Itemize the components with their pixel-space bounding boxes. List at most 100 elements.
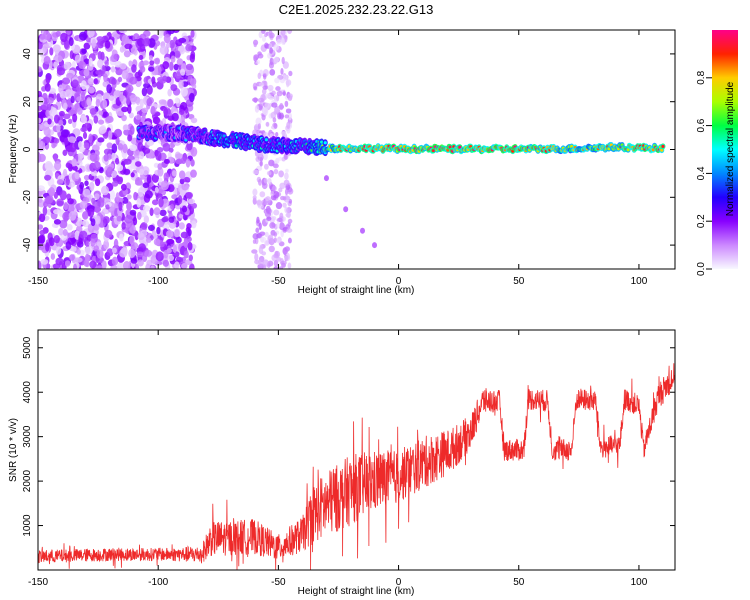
spectrogram-noise-blob xyxy=(153,238,161,246)
spectrogram-noise-blob xyxy=(59,190,67,201)
spectrogram-noise-blob xyxy=(38,111,46,118)
spectrogram-noise-blob xyxy=(98,110,104,116)
snr-xtick-label: 0 xyxy=(396,577,402,588)
spectrogram-noise-blob xyxy=(46,208,52,216)
spectrogram-noise-blob xyxy=(127,134,133,142)
spectrogram-noise-blob xyxy=(121,69,129,80)
spectrogram-noise-blob xyxy=(103,239,110,250)
spectrogram-noise-blob xyxy=(150,265,155,269)
spectrogram-noise-blob xyxy=(54,161,62,171)
spectrogram-noise-blob xyxy=(119,233,124,242)
spectrogram-noise-blob xyxy=(89,152,98,162)
spectrogram-noise-blob xyxy=(81,48,87,54)
spectrogram-noise-blob xyxy=(181,205,188,213)
spectrogram-noise-blob xyxy=(38,213,46,223)
spectrogram-noise-blob xyxy=(53,191,59,199)
spectrogram-noise-blob xyxy=(278,170,284,178)
spectrogram-noise-blob xyxy=(62,228,68,237)
spectrogram-noise-blob xyxy=(53,138,60,144)
spectrogram-noise-blob xyxy=(254,259,260,265)
spectrogram-noise-blob xyxy=(144,190,153,199)
spectrogram-noise-blob xyxy=(113,238,119,249)
spectrogram-noise-blob xyxy=(257,72,262,80)
spectrogram-noise-blob xyxy=(185,44,192,52)
spectrogram-noise-blob xyxy=(174,261,180,269)
spectrogram-noise-blob xyxy=(90,238,96,247)
spectrogram-noise-blob xyxy=(63,137,69,146)
spectrogram-noise-blob xyxy=(133,217,138,226)
spectrogram-noise-blob xyxy=(136,251,145,258)
spectrogram-noise-blob xyxy=(185,191,194,199)
spectrogram-noise-blob xyxy=(123,129,131,136)
spectrogram-signal-core xyxy=(661,144,665,148)
spectrogram-noise-blob xyxy=(130,159,138,170)
spectrogram-noise-blob xyxy=(178,222,185,230)
spectrogram-noise-blob xyxy=(87,86,95,94)
spectrogram-noise-blob xyxy=(72,113,78,123)
spectrogram-noise-blob xyxy=(127,104,132,114)
spectrogram-noise-blob xyxy=(152,116,161,125)
spectrogram-noise-blob xyxy=(144,249,153,257)
spectrogram-noise-blob xyxy=(281,56,285,65)
spectrogram-noise-blob xyxy=(156,226,161,235)
spectrogram-noise-blob xyxy=(169,61,174,71)
spectrogram-noise-blob xyxy=(63,201,69,211)
spectrogram-noise-blob xyxy=(267,84,274,91)
spectrogram-noise-blob xyxy=(85,37,92,43)
spectrogram-noise-blob xyxy=(276,217,283,223)
spectrogram-noise-blob xyxy=(96,249,104,259)
spectrogram-noise-blob xyxy=(128,60,133,67)
spectrogram-noise-blob xyxy=(103,73,108,82)
spectrogram-noise-blob xyxy=(96,265,103,269)
spectrogram-noise-blob xyxy=(263,80,268,87)
spectrogram-noise-blob xyxy=(79,181,85,190)
spectrogram-noise-blob xyxy=(42,136,51,144)
spectrogram-noise-blob xyxy=(74,54,81,64)
spectrogram-noise-blob xyxy=(58,228,64,236)
spectrogram-noise-blob xyxy=(71,158,77,167)
spectrogram-noise-blob xyxy=(89,181,95,192)
spectrogram-noise-blob xyxy=(39,229,46,236)
spectrogram-noise-blob xyxy=(150,105,156,115)
spectrogram-noise-blob xyxy=(103,153,109,162)
spectrogram-noise-blob xyxy=(188,254,194,262)
spectrogram-noise-blob xyxy=(47,103,52,111)
spectrogram-noise-blob xyxy=(282,247,289,255)
spectrogram-noise-blob xyxy=(117,76,123,83)
spectrogram-noise-blob xyxy=(269,222,276,229)
spectrogram-noise-blob xyxy=(73,263,78,269)
spectrogram-noise-blob xyxy=(82,131,88,140)
spectrogram-ytick-label: -20 xyxy=(22,190,33,205)
spectrogram-noise-blob xyxy=(282,196,287,201)
spectrogram-noise-blob xyxy=(120,183,127,191)
spectrogram-noise-blob xyxy=(122,261,131,269)
spectrogram-noise-blob xyxy=(140,222,148,230)
spectrogram-noise-blob xyxy=(262,259,269,267)
spectrogram-noise-blob xyxy=(66,224,73,231)
spectrogram-noise-blob xyxy=(265,121,270,127)
spectrogram-noise-blob xyxy=(159,241,165,248)
spectrogram-noise-blob xyxy=(268,95,274,101)
spectrogram-noise-blob xyxy=(261,88,267,95)
spectrogram-noise-blob xyxy=(287,222,291,227)
spectrogram-noise-blob xyxy=(276,39,282,45)
spectrogram-noise-blob xyxy=(151,199,159,206)
spectrogram-noise-blob xyxy=(44,161,53,171)
spectrogram-noise-blob xyxy=(268,159,275,167)
spectrogram-noise-blob xyxy=(271,90,276,96)
spectrogram-noise-blob xyxy=(82,188,91,198)
spectrogram-noise-blob xyxy=(253,42,257,48)
snr-series-line xyxy=(38,363,675,570)
spectrogram-noise-blob xyxy=(280,260,287,266)
spectrogram-noise-blob xyxy=(275,131,279,137)
spectrogram-noise-blob xyxy=(115,192,120,202)
spectrogram-noise-blob xyxy=(284,254,291,262)
snr-ytick-label: 3000 xyxy=(22,425,33,448)
spectrogram-noise-blob xyxy=(189,263,195,269)
spectrogram-noise-blob xyxy=(155,251,164,262)
spectrogram-noise-blob xyxy=(129,144,138,152)
spectrogram-noise-blob xyxy=(264,33,268,38)
spectrogram-noise-blob xyxy=(148,55,153,61)
spectrogram-noise-blob xyxy=(158,99,167,105)
spectrogram-noise-blob xyxy=(276,221,280,229)
